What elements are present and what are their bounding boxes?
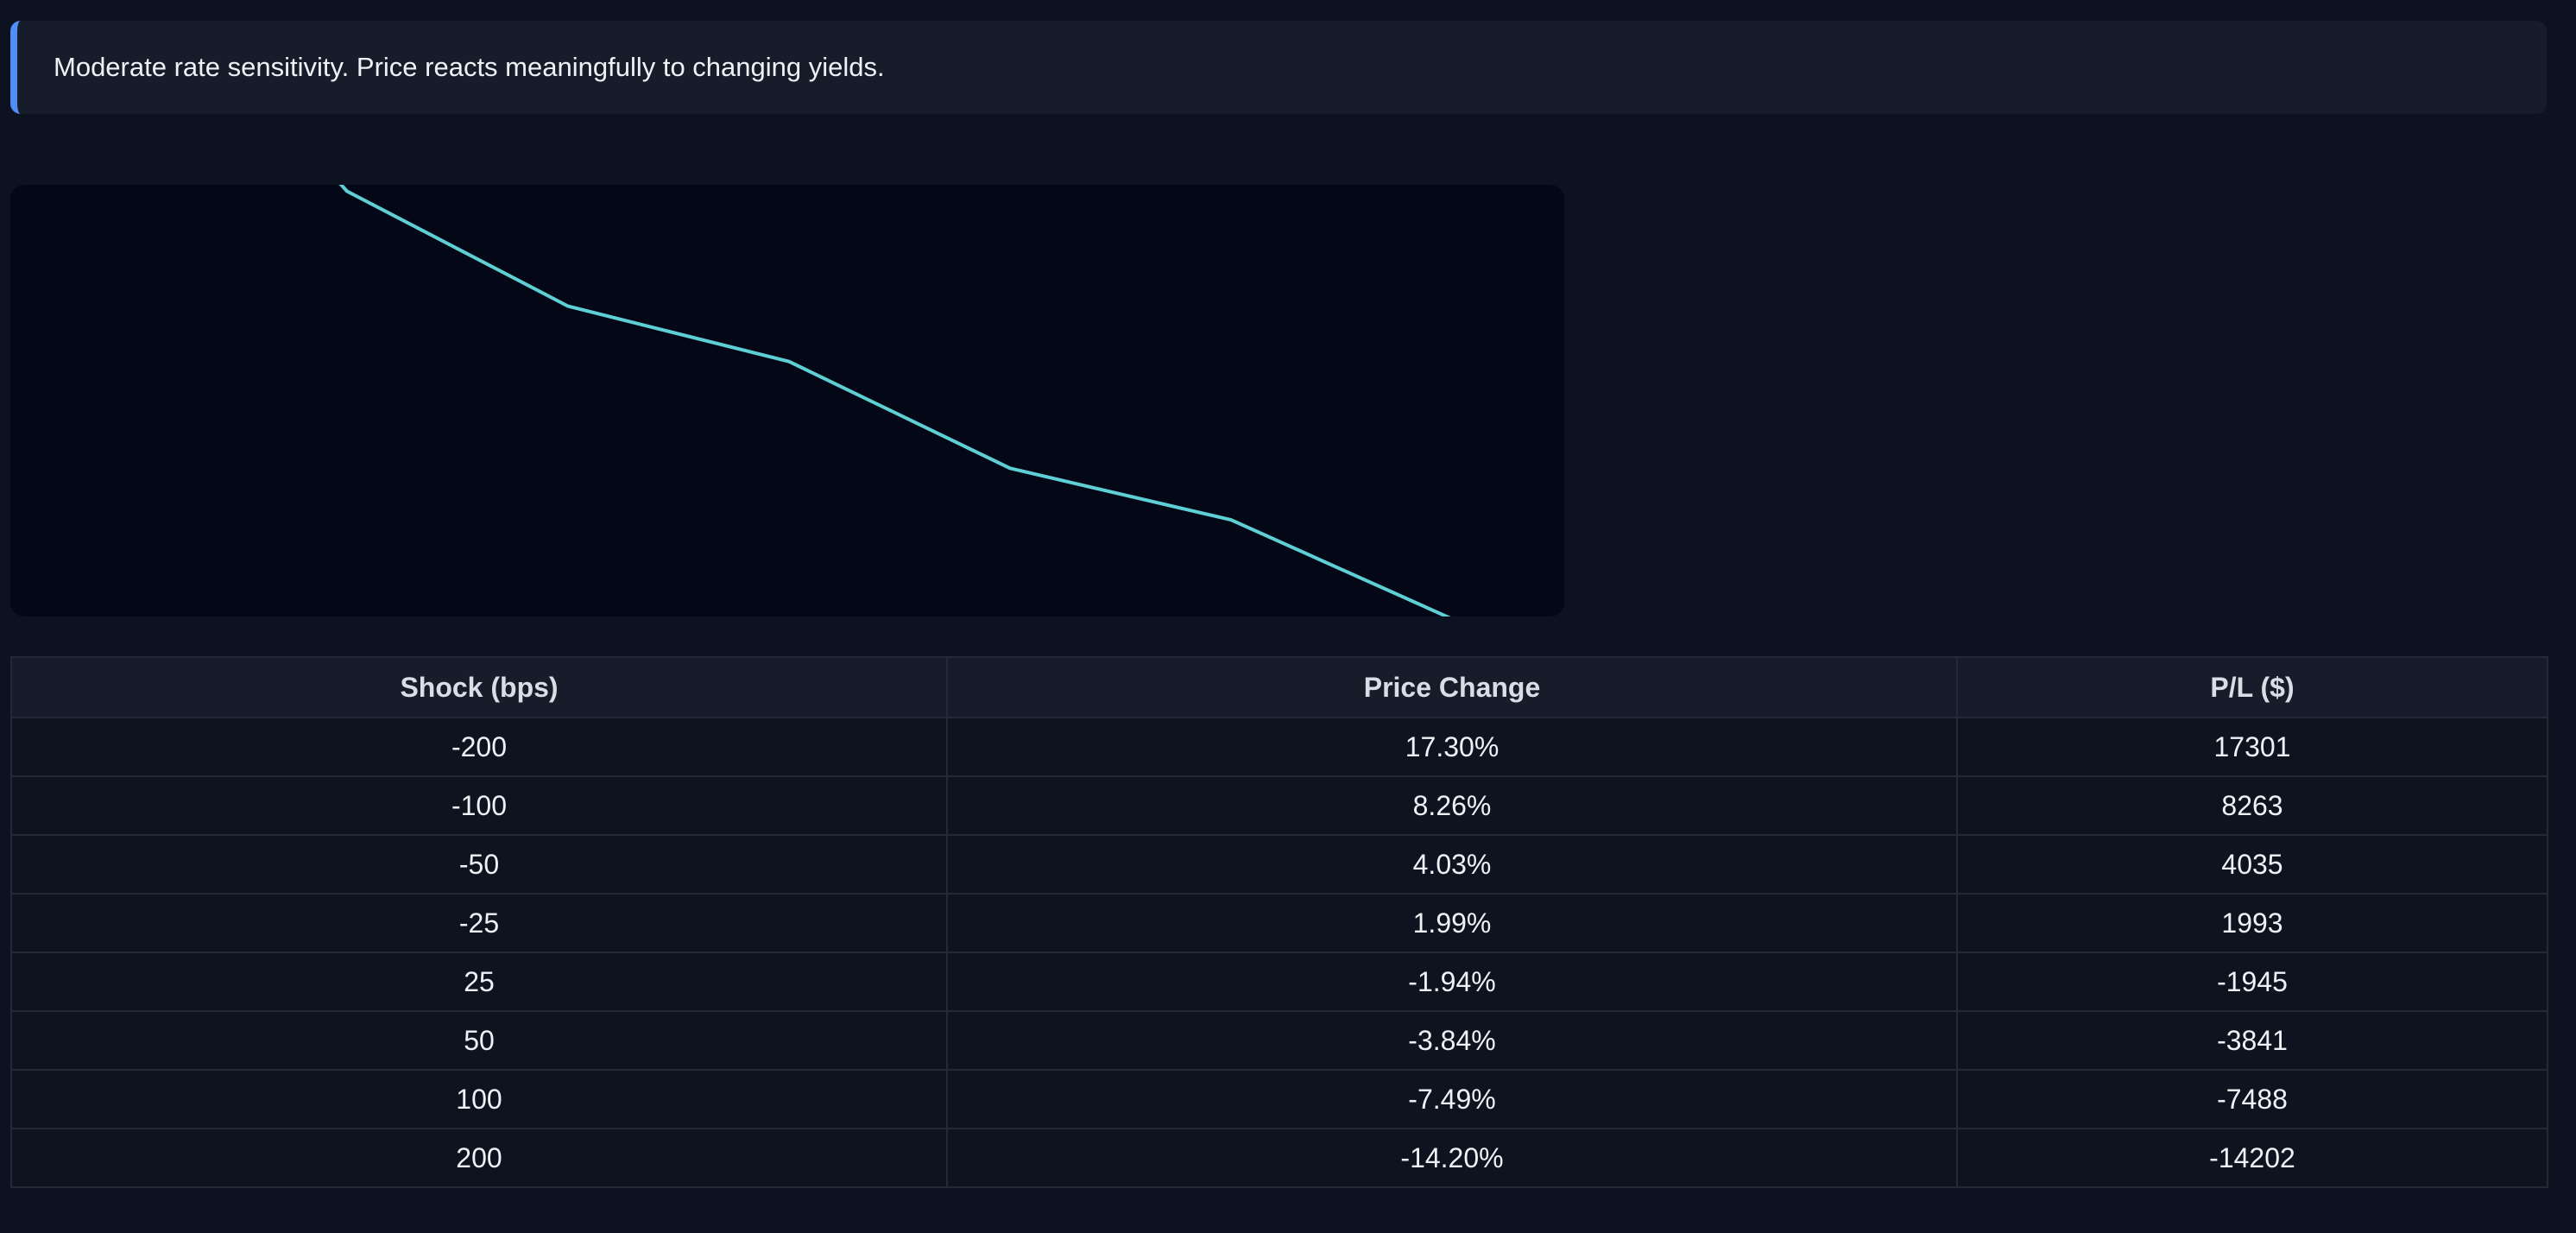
cell-shock: -25 (10, 893, 948, 953)
cell-price-change: -1.94% (946, 952, 1958, 1012)
table-row: -100 8.26% 8263 (10, 775, 2548, 836)
cell-price-change: -3.84% (946, 1010, 1958, 1071)
price-change-chart (10, 185, 1564, 616)
series-layer (338, 185, 1451, 616)
cell-price-change: -7.49% (946, 1069, 1958, 1129)
table-row: 100 -7.49% -7488 (10, 1069, 2548, 1129)
table-row: 25 -1.94% -1945 (10, 952, 2548, 1012)
table-row: -25 1.99% 1993 (10, 893, 2548, 953)
cell-pl: 1993 (1956, 893, 2548, 953)
cell-shock: 25 (10, 952, 948, 1012)
cell-shock: -100 (10, 775, 948, 836)
cell-shock: 200 (10, 1128, 948, 1188)
sensitivity-note: Moderate rate sensitivity. Price reacts … (10, 21, 2547, 114)
cell-pl: 17301 (1956, 717, 2548, 777)
sensitivity-note-text: Moderate rate sensitivity. Price reacts … (54, 52, 885, 82)
cell-pl: -14202 (1956, 1128, 2548, 1188)
shock-table-container: Shock (bps) Price Change P/L ($) -200 17… (10, 656, 2548, 1188)
chart-svg (338, 185, 1451, 616)
shock-table: Shock (bps) Price Change P/L ($) -200 17… (10, 656, 2548, 1188)
cell-shock: 50 (10, 1010, 948, 1071)
table-row: -50 4.03% 4035 (10, 834, 2548, 895)
cell-shock: 100 (10, 1069, 948, 1129)
header-price-change: Price Change (946, 656, 1958, 718)
cell-pl: 4035 (1956, 834, 2548, 895)
cell-pl: -7488 (1956, 1069, 2548, 1129)
cell-shock: -200 (10, 717, 948, 777)
cell-shock: -50 (10, 834, 948, 895)
cell-pl: 8263 (1956, 775, 2548, 836)
header-shock: Shock (bps) (10, 656, 948, 718)
cell-price-change: 17.30% (946, 717, 1958, 777)
header-pl: P/L ($) (1956, 656, 2548, 718)
table-row: 50 -3.84% -3841 (10, 1010, 2548, 1071)
cell-price-change: -14.20% (946, 1128, 1958, 1188)
cell-pl: -3841 (1956, 1010, 2548, 1071)
table-row: -200 17.30% 17301 (10, 717, 2548, 777)
table-row: 200 -14.20% -14202 (10, 1128, 2548, 1188)
cell-price-change: 4.03% (946, 834, 1958, 895)
series-line-0 (338, 185, 1451, 616)
table-header-row: Shock (bps) Price Change P/L ($) (10, 656, 2548, 718)
cell-pl: -1945 (1956, 952, 2548, 1012)
cell-price-change: 8.26% (946, 775, 1958, 836)
cell-price-change: 1.99% (946, 893, 1958, 953)
